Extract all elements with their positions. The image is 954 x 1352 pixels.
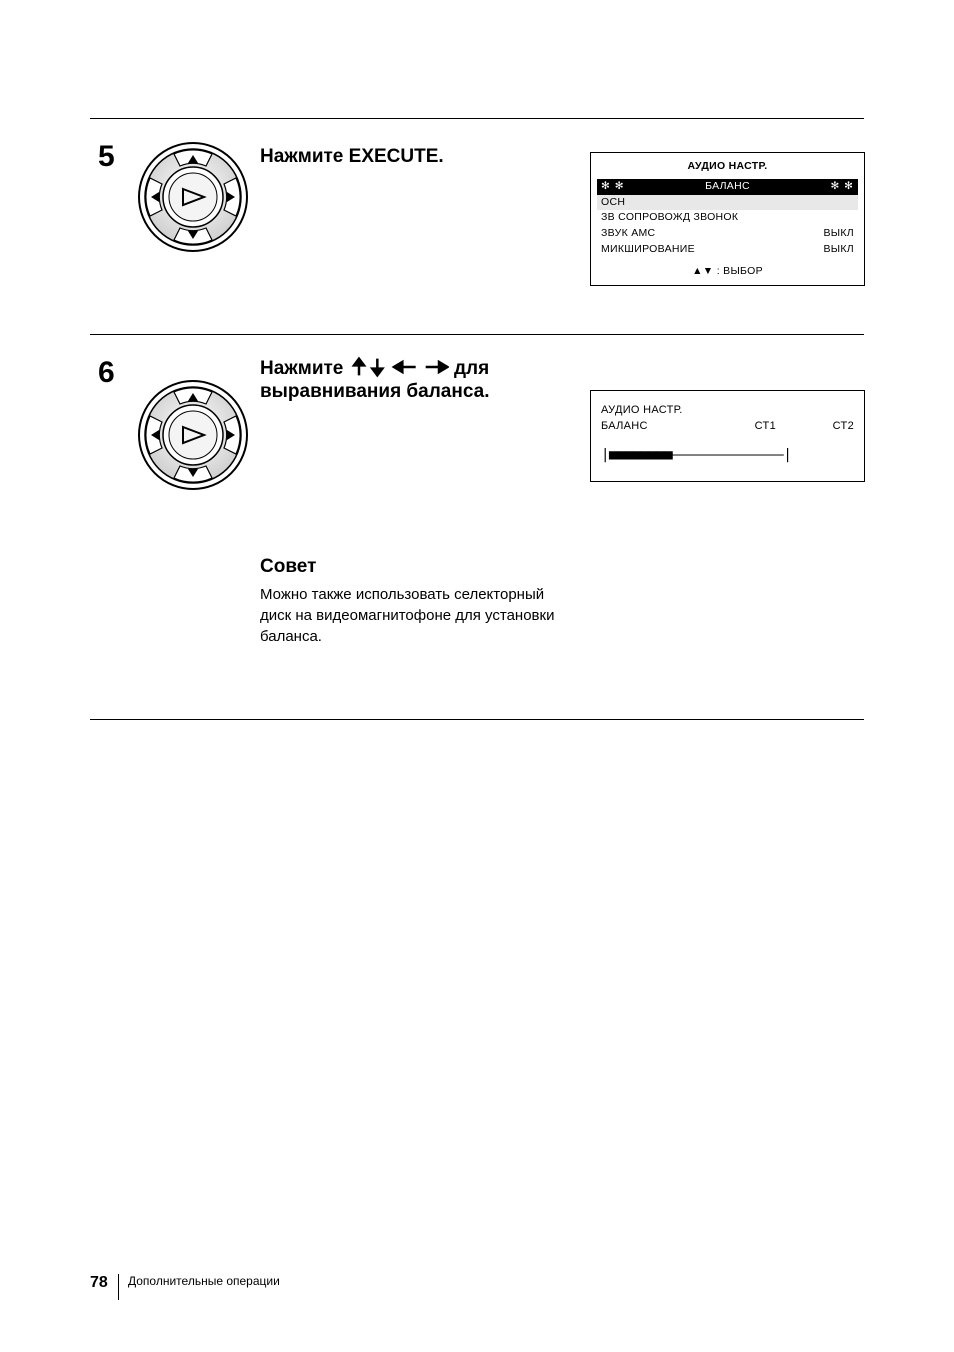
screen-balance: АУДИО НАСТР. БАЛАНС СТ1 СТ2 |■■■■■■■■–––… (590, 390, 865, 482)
menu-row-accomp: ЗВ СОПРОВОЖД ЗВОНОК (597, 210, 858, 226)
arrow-dial-icon (136, 140, 250, 254)
menu-row-amcsound: ЗВУК АМС ВЫКЛ (597, 226, 858, 242)
balance-bar: |■■■■■■■■––––––––––––––| (601, 445, 854, 465)
page-divider (118, 1274, 119, 1300)
tip-body: Можно также использовать селекторный дис… (260, 584, 560, 647)
menu-row-value: ВЫКЛ (823, 242, 854, 258)
rule-top (90, 118, 864, 119)
balance-title: АУДИО НАСТР. (601, 403, 854, 419)
step-6-text: Нажмите для выравнивания баланса. (260, 356, 570, 404)
screen-audio-settings: АУДИО НАСТР. ✻ ✻ БАЛАНС ✻ ✻ ОСН ЗВ СОПРО… (590, 152, 865, 286)
step-number-6: 6 (98, 356, 115, 390)
dial-illustration-6 (136, 378, 250, 492)
nav-hint-text: ВЫБОР (723, 265, 763, 277)
step-5-text: Нажмите EXECUTE. (260, 146, 560, 169)
menu-title: АУДИО НАСТР. (597, 159, 858, 175)
rule-bottom (90, 719, 864, 720)
star-left-icon: ✻ ✻ (601, 179, 625, 195)
direction-arrows-icon (349, 356, 449, 378)
menu-row-value: ВЫКЛ (823, 226, 854, 242)
menu-row-mixing: МИКШИРОВАНИЕ ВЫКЛ (597, 242, 858, 258)
star-right-icon: ✻ ✻ (830, 179, 854, 195)
page-section: Дополнительные операции (128, 1274, 280, 1288)
menu-row-balance: ✻ ✻ БАЛАНС ✻ ✻ (597, 179, 858, 195)
balance-st1: СТ1 (755, 419, 776, 435)
menu-row-label: БАЛАНС (705, 179, 750, 195)
menu-nav-hint: ▲▼ : ВЫБОР (597, 264, 858, 280)
arrow-dial-icon (136, 378, 250, 492)
menu-row-osn: ОСН (597, 195, 858, 211)
balance-heading: БАЛАНС (601, 419, 648, 435)
menu-row-label: ЗВ СОПРОВОЖД ЗВОНОК (601, 210, 738, 226)
dial-illustration-5 (136, 140, 250, 254)
menu-row-label: ОСН (601, 196, 625, 208)
menu-row-label: ЗВУК АМС (601, 226, 655, 242)
nav-arrows-icon: ▲▼ (692, 265, 713, 277)
step-number-5: 5 (98, 140, 115, 174)
menu-row-label: МИКШИРОВАНИЕ (601, 242, 695, 258)
step6-text-before: Нажмите (260, 358, 349, 379)
tip-header: Совет (260, 556, 560, 578)
rule-mid (90, 334, 864, 335)
balance-st2: СТ2 (833, 420, 854, 432)
page-number: 78 (90, 1274, 108, 1292)
